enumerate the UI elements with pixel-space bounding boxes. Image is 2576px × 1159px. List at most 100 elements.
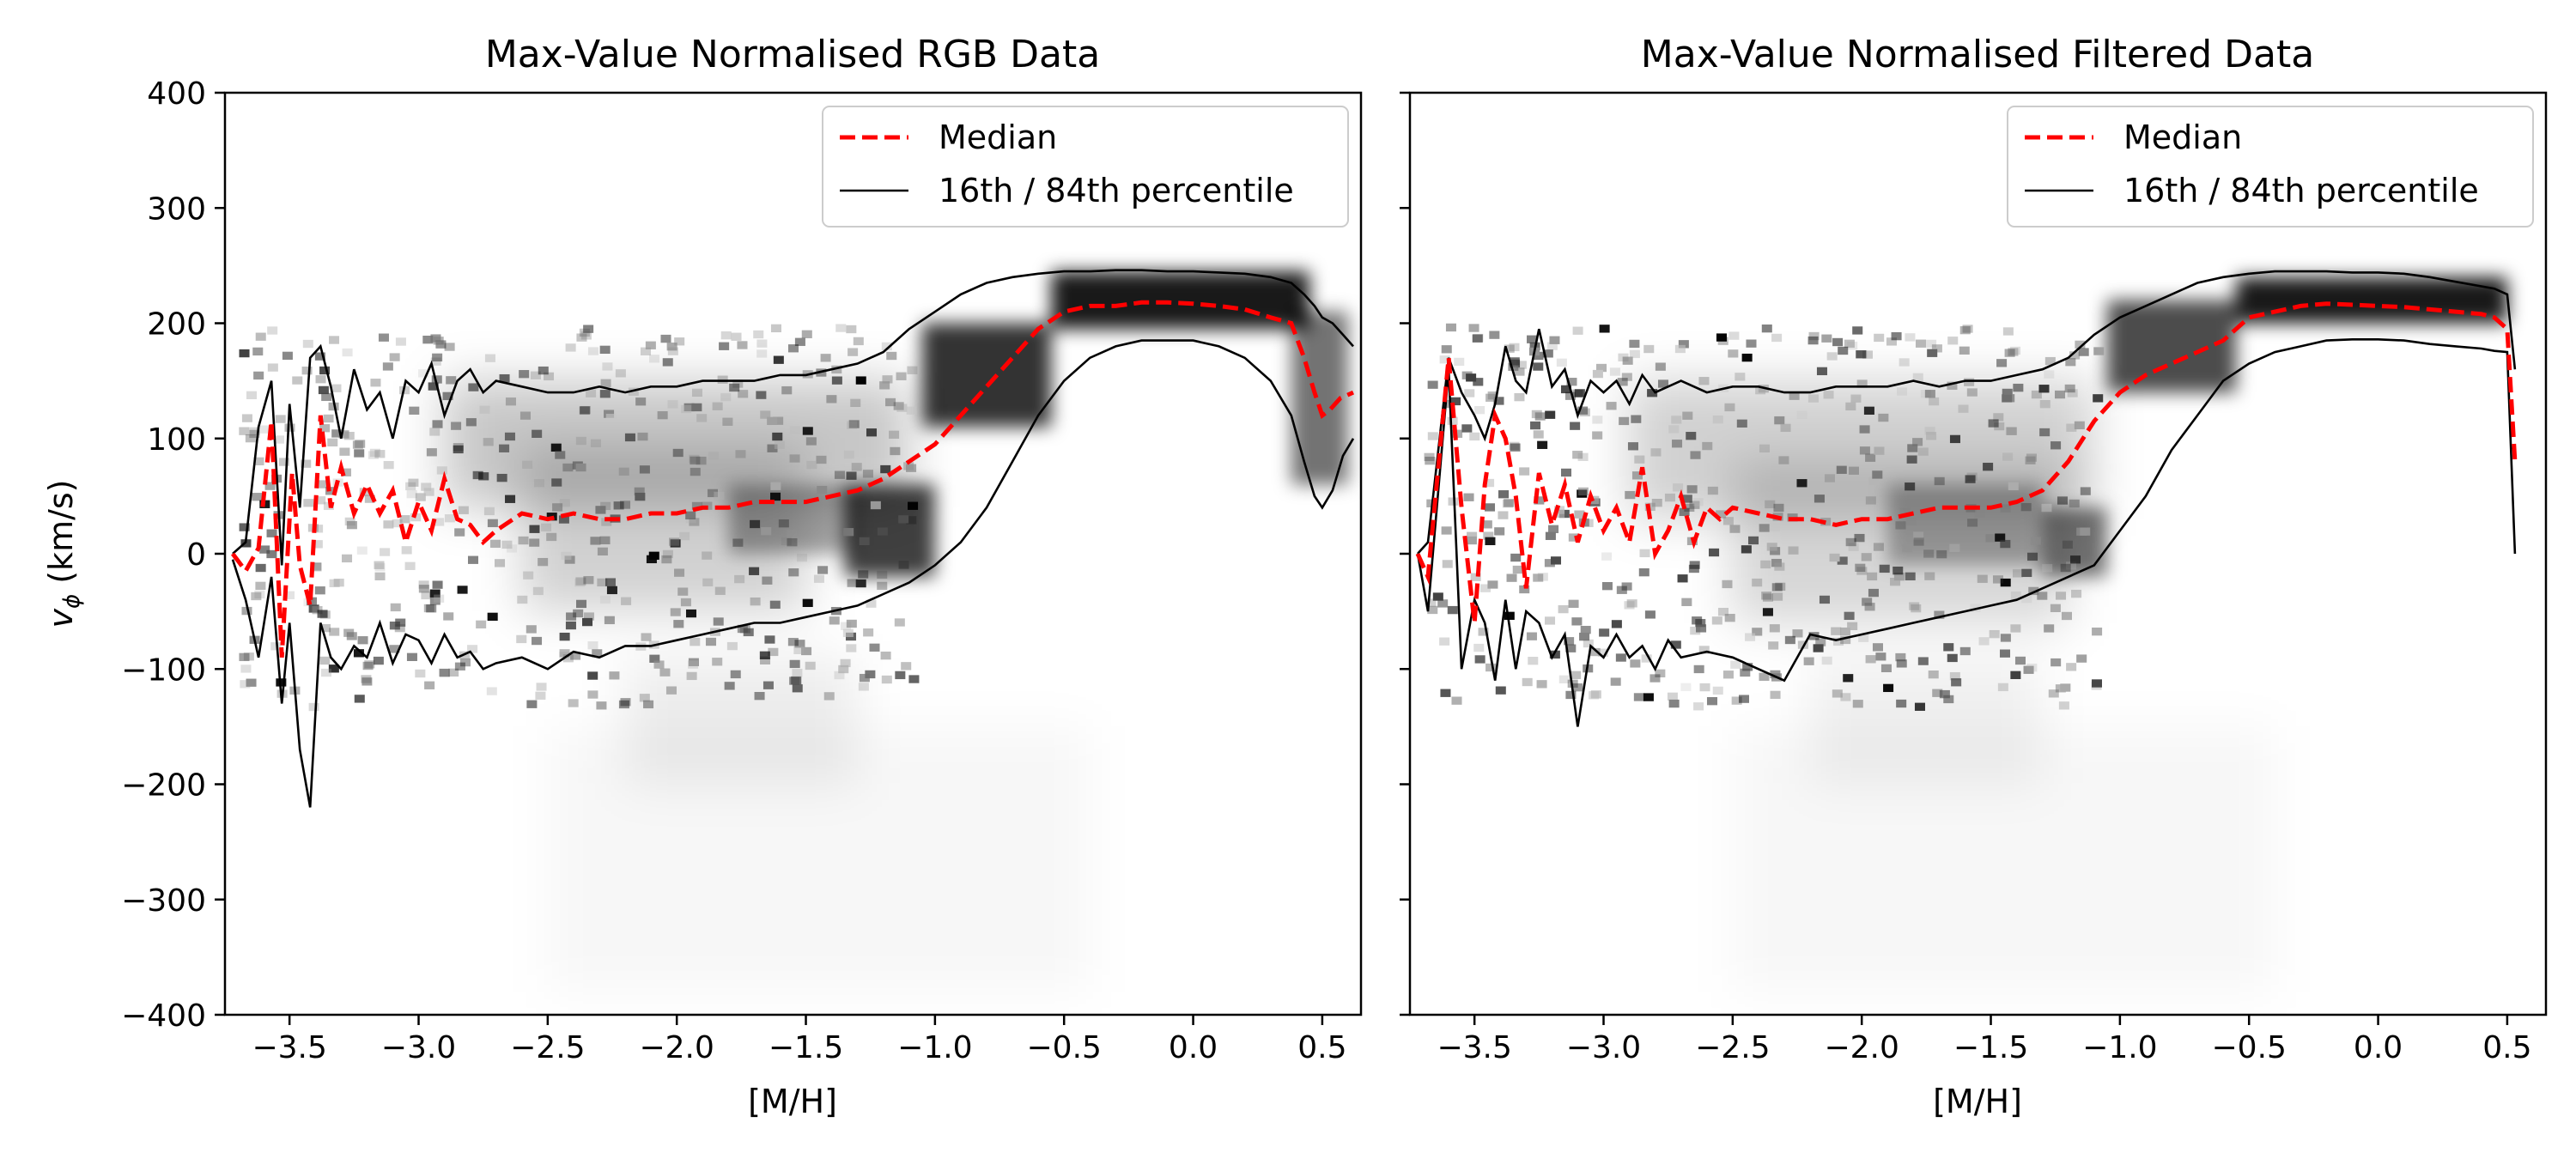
histogram-cell [421, 482, 432, 491]
histogram-cell [1631, 415, 1642, 423]
chart-title: Max-Value Normalised RGB Data [485, 33, 1100, 76]
histogram-cell [1580, 626, 1591, 634]
histogram-cell [1912, 373, 1923, 382]
histogram-cell [364, 660, 375, 669]
histogram-cell [848, 420, 860, 428]
histogram-cell [640, 347, 652, 355]
histogram-cell [1599, 325, 1610, 333]
histogram-cell [1730, 660, 1741, 669]
histogram-cell [1570, 422, 1581, 430]
histogram-cell [1852, 700, 1863, 708]
histogram-cell [1761, 324, 1772, 333]
histogram-cell [1836, 465, 1847, 474]
histogram-cell [390, 603, 401, 612]
histogram-cell [429, 597, 440, 605]
histogram-cell [855, 579, 866, 588]
histogram-cell [1616, 586, 1627, 594]
histogram-cell [794, 640, 805, 648]
histogram-cell [1564, 391, 1576, 400]
histogram-cell [329, 628, 340, 636]
histogram-cell [253, 371, 264, 380]
histogram-cell [1643, 344, 1655, 354]
density-heatmap [1424, 276, 2507, 785]
histogram-cell [599, 536, 611, 545]
histogram-cell [1437, 599, 1449, 608]
histogram-cell [781, 537, 792, 546]
histogram-cell [1886, 337, 1897, 346]
histogram-cell [1997, 683, 2008, 692]
histogram-cell [753, 330, 764, 339]
histogram-cell [1473, 643, 1485, 652]
histogram-cell [743, 628, 754, 637]
histogram-cell [1840, 635, 1851, 645]
density-core [2236, 276, 2507, 324]
histogram-cell [805, 437, 817, 446]
x-tick-label: 0.0 [1169, 1030, 1218, 1065]
histogram-cell [831, 365, 842, 374]
histogram-cell [1762, 608, 1773, 616]
histogram-cell [1821, 334, 1832, 343]
histogram-cell [881, 342, 892, 351]
histogram-cell [1907, 444, 1918, 452]
histogram-cell [1533, 351, 1544, 361]
histogram-cell [787, 638, 799, 646]
histogram-cell [719, 342, 730, 350]
histogram-cell [378, 333, 389, 342]
histogram-cell [1989, 629, 2000, 639]
histogram-cell [665, 686, 677, 695]
histogram-cell [541, 523, 552, 532]
density-heatmap [239, 271, 1348, 992]
histogram-cell [1769, 624, 1780, 633]
histogram-cell [866, 428, 878, 437]
histogram-cell [2065, 358, 2076, 367]
histogram-cell [1489, 331, 1500, 339]
histogram-cell [1717, 607, 1729, 616]
histogram-cell [770, 482, 781, 490]
histogram-cell [738, 390, 749, 398]
histogram-cell [1495, 686, 1506, 695]
histogram-cell [551, 478, 562, 487]
density-region [548, 726, 1090, 992]
histogram-cell [583, 612, 594, 621]
histogram-cell [688, 660, 699, 669]
histogram-cell [1893, 566, 1904, 575]
histogram-cell [292, 376, 303, 385]
histogram-cell [1504, 611, 1515, 620]
histogram-cell [404, 561, 416, 570]
histogram-cell [731, 332, 742, 341]
histogram-cell [467, 555, 479, 564]
histogram-cell [574, 579, 586, 587]
histogram-cell [1845, 402, 1856, 411]
histogram-cell [2074, 421, 2085, 430]
histogram-cell [1833, 637, 1844, 646]
histogram-cell [1832, 337, 1844, 347]
histogram-cell [323, 414, 334, 423]
histogram-cell [1983, 463, 1994, 471]
histogram-cell [1893, 572, 1905, 581]
histogram-cell [1671, 416, 1682, 424]
histogram-cell [1565, 644, 1577, 652]
histogram-cell [774, 440, 785, 449]
histogram-cell [587, 641, 598, 650]
x-tick-label: −3.5 [1437, 1030, 1511, 1065]
histogram-cell [421, 591, 432, 600]
histogram-cell [1519, 467, 1530, 476]
histogram-cell [1655, 669, 1666, 678]
histogram-cell [392, 519, 403, 528]
histogram-cell [1949, 434, 1960, 444]
histogram-cell [318, 385, 329, 395]
histogram-cell [906, 516, 917, 525]
histogram-cell [789, 426, 800, 434]
histogram-cell [423, 488, 434, 496]
histogram-cell [714, 586, 726, 595]
histogram-cell [1854, 533, 1865, 543]
histogram-cell [1765, 500, 1776, 509]
histogram-cell [1510, 553, 1522, 562]
histogram-cell [730, 670, 741, 679]
histogram-cell [1550, 556, 1562, 565]
histogram-cell [1766, 543, 1777, 551]
x-tick-label: −3.5 [252, 1030, 326, 1065]
histogram-cell [908, 501, 919, 510]
histogram-cell [1506, 573, 1517, 582]
